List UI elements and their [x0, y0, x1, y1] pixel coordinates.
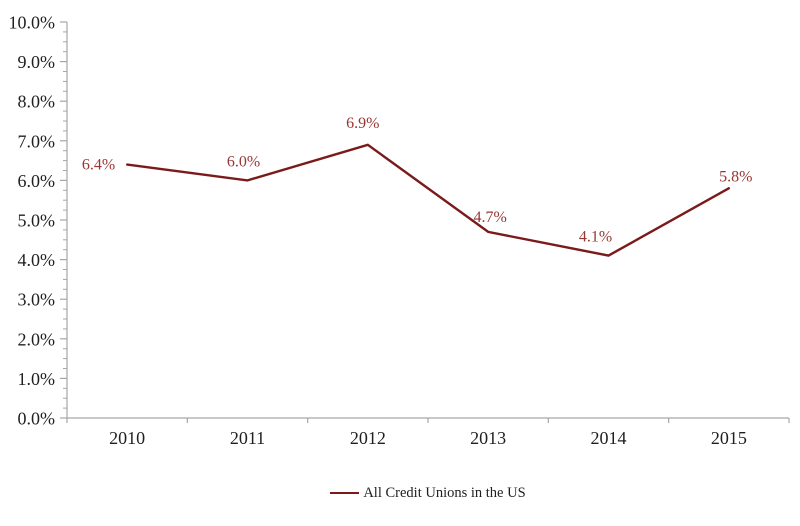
data-point-label: 6.0% — [227, 153, 260, 170]
data-point-label: 5.8% — [719, 168, 752, 185]
y-axis-tick-label: 4.0% — [18, 250, 56, 270]
y-axis-tick-label: 9.0% — [18, 52, 56, 72]
data-point-label: 4.1% — [579, 229, 612, 246]
x-axis-tick-label: 2013 — [470, 428, 506, 448]
series-line — [125, 143, 730, 257]
x-axis: 2010 2011 2012 2013 2014 2015 — [66, 417, 790, 448]
y-axis-tick-label: 2.0% — [18, 329, 56, 349]
x-axis-tick-label: 2012 — [350, 428, 386, 448]
y-axis-tick-label: 10.0% — [9, 13, 56, 33]
y-axis-tick-label: 6.0% — [18, 171, 56, 191]
data-labels-group: 6.4% 6.0% 6.9% 4.7% 4.1% 5.8% — [82, 115, 753, 246]
x-axis-tick-label: 2011 — [230, 428, 265, 448]
legend-line-swatch — [330, 491, 360, 495]
x-axis-tick-label: 2014 — [591, 428, 627, 448]
y-axis-tick-label: 8.0% — [18, 92, 56, 112]
legend-series-label: All Credit Unions in the US — [363, 485, 526, 501]
data-point-label: 6.4% — [82, 157, 115, 174]
y-axis-tick-label: 1.0% — [18, 369, 56, 389]
y-axis-tick-label: 5.0% — [18, 211, 56, 231]
y-axis-tick-label: 0.0% — [18, 409, 56, 429]
data-point-label: 6.9% — [346, 115, 379, 132]
series-line-group — [125, 143, 730, 257]
x-axis-tick-label: 2010 — [109, 428, 145, 448]
y-axis-tick-label: 3.0% — [18, 290, 56, 310]
y-axis: 10.0% 9.0% 8.0% 7.0% 6.0% 5.0% 4.0% 3.0% 2.0% 1.0… — [9, 13, 68, 429]
y-axis-tick-label: 7.0% — [18, 131, 56, 151]
x-axis-tick-label: 2015 — [711, 428, 747, 448]
data-point-label: 4.7% — [474, 209, 507, 226]
legend: All Credit Unions in the US — [67, 484, 789, 502]
